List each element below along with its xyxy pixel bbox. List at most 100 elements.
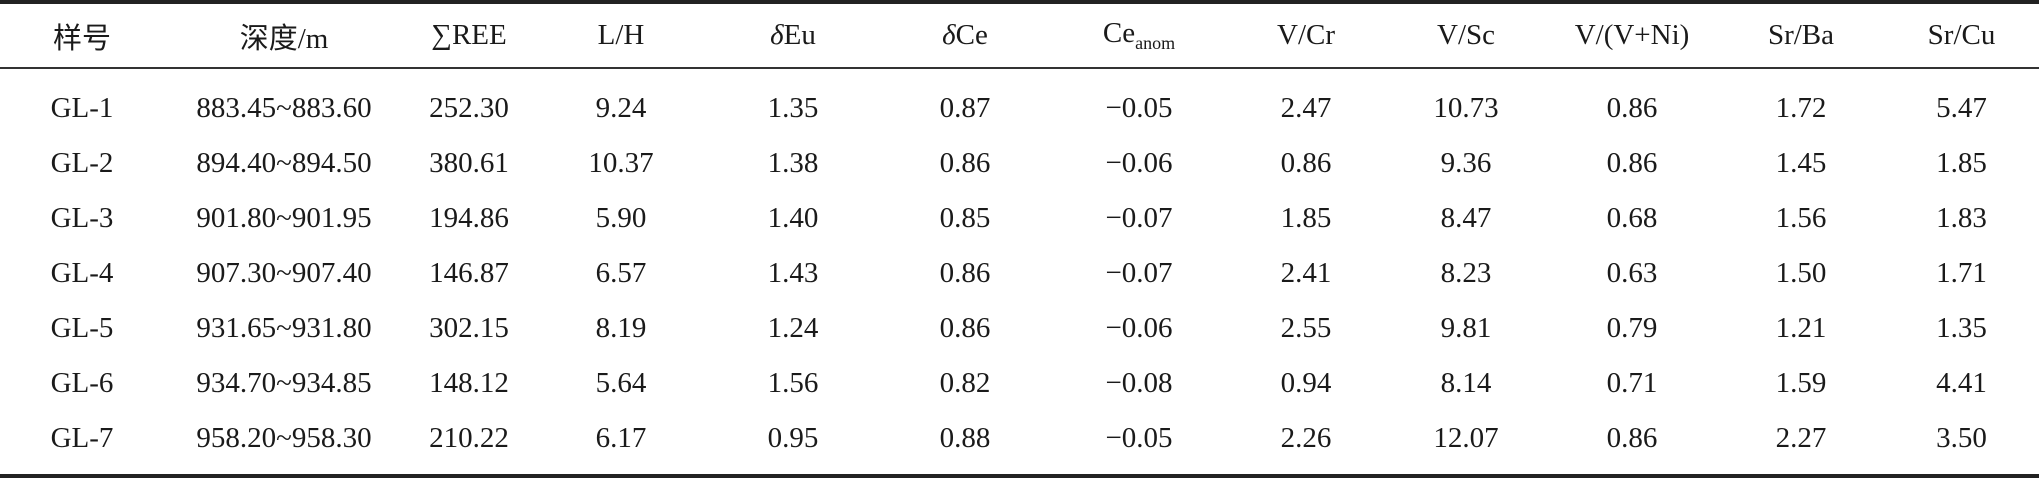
cell-v-sc: 8.23 — [1440, 257, 1492, 289]
cell-sr-cu: 1.83 — [1936, 202, 1987, 234]
cell-v-vni: 0.63 — [1606, 257, 1658, 289]
cell-delta-ce: 0.86 — [939, 257, 991, 289]
cell-sum-ree: 194.86 — [429, 202, 509, 234]
cell-sample: GL-5 — [50, 312, 114, 344]
cell-delta-ce: 0.82 — [939, 367, 991, 399]
cell-sum-ree: 210.22 — [429, 422, 509, 454]
cell-v-vni: 0.86 — [1606, 92, 1658, 124]
cell-sr-cu: 1.85 — [1936, 147, 1987, 179]
header-ree-text: REE — [451, 19, 507, 51]
header-v-sc: V/Sc — [1437, 19, 1495, 51]
header-ce-anom: Ceanom — [1052, 4, 1226, 67]
delta-symbol: δ — [942, 19, 956, 51]
cell-sr-ba: 1.59 — [1775, 367, 1827, 399]
header-sr-ba: Sr/Ba — [1767, 19, 1835, 51]
cell-sum-ree: 146.87 — [429, 257, 509, 289]
cell-sample: GL-1 — [50, 92, 114, 124]
table-row: GL-5 931.65~931.80 302.15 8.19 1.24 0.86 −0.06… — [0, 301, 2039, 356]
cell-delta-ce: 0.86 — [939, 147, 991, 179]
header-delta-ce: δCe — [878, 4, 1052, 67]
cell-sample: GL-3 — [50, 202, 114, 234]
header-v-cr: V/Cr — [1277, 19, 1335, 51]
cell-depth: 931.65~931.80 — [196, 312, 372, 344]
header-row: 样号 深度/m ∑REE L/H δEu δCe Ceanom V/Cr V/S… — [0, 4, 2039, 67]
cell-v-cr: 0.86 — [1280, 147, 1332, 179]
table-row: GL-4 907.30~907.40 146.87 6.57 1.43 0.86 −0.07… — [0, 246, 2039, 301]
cell-delta-ce: 0.87 — [939, 92, 991, 124]
cell-sample: GL-4 — [50, 257, 114, 289]
cell-depth: 894.40~894.50 — [196, 147, 372, 179]
header-ree: ∑REE — [404, 4, 534, 67]
cell-l-h: 6.17 — [595, 422, 647, 454]
cell-v-vni: 0.86 — [1606, 147, 1658, 179]
header-sample: 样号 — [52, 22, 111, 55]
delta-symbol: δ — [770, 19, 784, 51]
header-delta-eu: δEu — [708, 4, 878, 67]
cell-delta-ce: 0.85 — [939, 202, 991, 234]
cell-v-sc: 8.47 — [1440, 202, 1492, 234]
body-spacer — [0, 67, 2039, 81]
cell-sum-ree: 252.30 — [429, 92, 509, 124]
cell-sample: GL-6 — [50, 367, 114, 399]
table-row: GL-7 958.20~958.30 210.22 6.17 0.95 0.88 −0.05… — [0, 411, 2039, 466]
cell-l-h: 9.24 — [595, 92, 647, 124]
cell-v-cr: 0.94 — [1280, 367, 1332, 399]
cell-ce-anom: −0.06 — [1105, 147, 1173, 179]
cell-sr-ba: 1.72 — [1775, 92, 1827, 124]
cell-sample: GL-2 — [50, 147, 114, 179]
cell-ce-anom: −0.08 — [1105, 367, 1173, 399]
cell-delta-ce: 0.88 — [939, 422, 991, 454]
cell-sr-cu: 1.35 — [1936, 312, 1987, 344]
cell-v-vni: 0.71 — [1606, 367, 1658, 399]
cell-depth: 934.70~934.85 — [196, 367, 372, 399]
cell-v-sc: 12.07 — [1433, 422, 1499, 454]
cell-v-vni: 0.68 — [1606, 202, 1658, 234]
cell-ce-anom: −0.05 — [1105, 422, 1173, 454]
header-delta-ce-text: Ce — [955, 19, 988, 51]
header-ce-anom-sub: anom — [1135, 33, 1176, 53]
cell-v-cr: 2.55 — [1280, 312, 1332, 344]
cell-delta-eu: 1.40 — [767, 202, 819, 234]
table-body: GL-1 883.45~883.60 252.30 9.24 1.35 0.87 −0.05… — [0, 67, 2039, 466]
cell-sr-ba: 1.21 — [1775, 312, 1827, 344]
table-row: GL-2 894.40~894.50 380.61 10.37 1.38 0.86 −0.0… — [0, 136, 2039, 191]
cell-l-h: 6.57 — [595, 257, 647, 289]
cell-v-cr: 2.26 — [1280, 422, 1332, 454]
cell-sr-cu: 5.47 — [1936, 92, 1987, 124]
header-v-vni: V/(V+Ni) — [1574, 19, 1690, 51]
cell-l-h: 5.64 — [595, 367, 647, 399]
spacer-cell — [0, 67, 2039, 81]
cell-v-cr: 2.41 — [1280, 257, 1332, 289]
cell-v-sc: 10.73 — [1433, 92, 1499, 124]
cell-sum-ree: 302.15 — [429, 312, 509, 344]
cell-delta-eu: 1.43 — [767, 257, 819, 289]
header-delta-eu-text: Eu — [783, 19, 816, 51]
header-ce-anom-base: Ce — [1102, 17, 1136, 49]
table-header: 样号 深度/m ∑REE L/H δEu δCe Ceanom V/Cr V/S… — [0, 4, 2039, 67]
sum-symbol: ∑ — [431, 19, 452, 51]
cell-depth: 907.30~907.40 — [196, 257, 372, 289]
cell-sample: GL-7 — [50, 422, 114, 454]
cell-sum-ree: 148.12 — [429, 367, 509, 399]
cell-v-sc: 8.14 — [1440, 367, 1492, 399]
cell-sr-ba: 2.27 — [1775, 422, 1827, 454]
cell-sr-cu: 3.50 — [1936, 422, 1987, 454]
cell-sr-cu: 1.71 — [1936, 257, 1987, 289]
cell-sr-ba: 1.45 — [1775, 147, 1827, 179]
cell-v-sc: 9.36 — [1440, 147, 1492, 179]
cell-delta-eu: 1.38 — [767, 147, 819, 179]
cell-depth: 883.45~883.60 — [196, 92, 372, 124]
table-row: GL-3 901.80~901.95 194.86 5.90 1.40 0.85 −0.07… — [0, 191, 2039, 246]
bottom-rule — [0, 474, 2039, 478]
cell-v-sc: 9.81 — [1440, 312, 1492, 344]
header-depth: 深度/m — [239, 22, 329, 55]
cell-v-vni: 0.79 — [1606, 312, 1658, 344]
cell-sr-ba: 1.50 — [1775, 257, 1827, 289]
cell-ce-anom: −0.07 — [1105, 202, 1173, 234]
header-lh: L/H — [597, 19, 645, 51]
table-row: GL-1 883.45~883.60 252.30 9.24 1.35 0.87 −0.05… — [0, 81, 2039, 136]
table-row: GL-6 934.70~934.85 148.12 5.64 1.56 0.82 −0.08… — [0, 356, 2039, 411]
cell-delta-eu: 0.95 — [767, 422, 819, 454]
cell-l-h: 8.19 — [595, 312, 647, 344]
cell-depth: 901.80~901.95 — [196, 202, 372, 234]
